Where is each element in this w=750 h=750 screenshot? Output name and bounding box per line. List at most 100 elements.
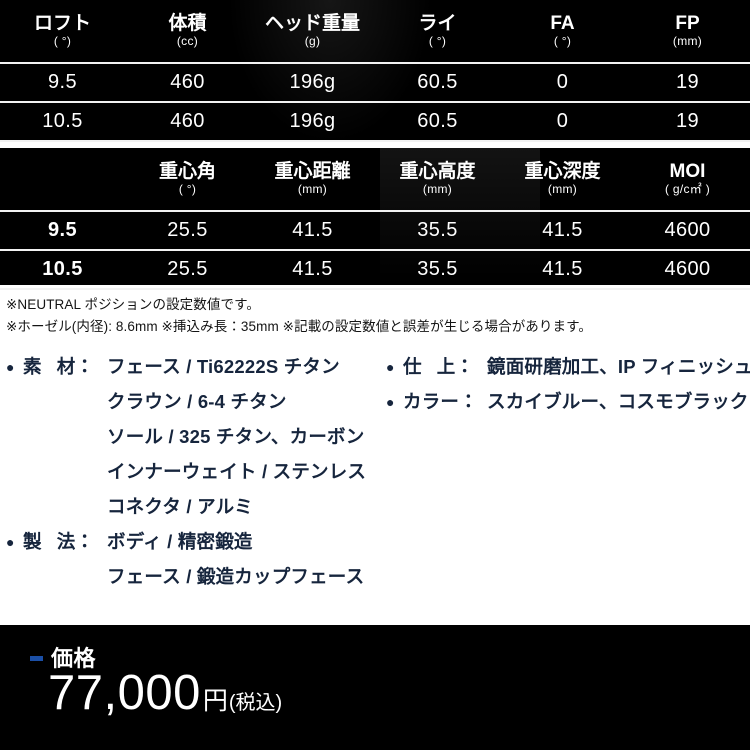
col-header-cg-angle-name: 重心角 [158, 161, 216, 183]
col-header-lie: ライ ( °) [375, 0, 500, 63]
table-header-row: 重心角 ( °) 重心距離 (mm) 重心高度 (mm) 重心深度 (mm) M… [0, 148, 750, 211]
spec-row-material: ● 素材： フェース / Ti62222S チタン [6, 350, 398, 385]
spec-label-material-char1: 素 [23, 355, 42, 377]
spec-table-2-head: 重心角 ( °) 重心距離 (mm) 重心高度 (mm) 重心深度 (mm) M… [0, 148, 750, 211]
col-header-moi: MOI ( g/c㎡ ) [625, 148, 750, 211]
spec-value-material-crown: クラウン / 6-4 チタン [107, 390, 287, 412]
spec-value-finish: 鏡面研磨加工、IP フィニッシュ [487, 355, 750, 377]
bullet-icon: ● [386, 358, 395, 375]
spec-value-construction-body: ボディ / 精密鍛造 [107, 530, 253, 552]
spec-table-1-body: 9.5 460 196g 60.5 0 19 10.5 460 196g 60.… [0, 63, 750, 141]
col-header-loft-unit: ( °) [53, 34, 72, 49]
bullet-icon: ● [386, 393, 395, 410]
spec-row-material-connector: コネクタ / アルミ [6, 490, 398, 525]
price-heading: 価格 [30, 641, 96, 673]
table-row: 9.5 460 196g 60.5 0 19 [0, 63, 750, 102]
cell-head-weight: 196g [289, 71, 336, 93]
spec-row-construction: ● 製法： ボディ / 精密鍛造 [6, 525, 398, 560]
spec-label-construction-sep: ： [75, 530, 95, 552]
cell-fp: 19 [675, 110, 700, 132]
col-header-blank [0, 148, 125, 211]
col-header-cg-distance-name: 重心距離 [274, 161, 351, 183]
spec-table-1-head: ロフト ( °) 体積 (cc) ヘッド重量 (g) ライ ( °) FA [0, 0, 750, 63]
spec-table-2-body: 9.5 25.5 41.5 35.5 41.5 4600 10.5 25.5 4… [0, 211, 750, 289]
cell-volume: 460 [170, 110, 205, 132]
spec-label-material-char2: 材 [56, 355, 76, 377]
spec-value-construction-face: フェース / 鍛造カップフェース [107, 565, 365, 587]
spec-value-material-inner-weight: インナーウェイト / ステンレス [107, 460, 367, 482]
spec-value-color: スカイブルー、コスモブラック [487, 390, 749, 412]
spec-label-finish: 仕上： [403, 350, 487, 384]
price-heading-label: 価格 [51, 646, 97, 671]
spec-label-color: カラー： [403, 385, 487, 419]
cell-fa: 0 [556, 71, 569, 93]
col-header-volume: 体積 (cc) [125, 0, 250, 63]
col-header-cg-height-unit: (mm) [422, 182, 453, 197]
price-currency: 円 [202, 687, 228, 715]
spec-label-finish-char2: 上 [436, 355, 456, 377]
col-header-fa-unit: ( °) [553, 34, 572, 49]
cell-moi: 4600 [664, 219, 711, 241]
spec-label-material: 素材： [23, 350, 107, 384]
spec-column-left: ● 素材： フェース / Ti62222S チタン クラウン / 6-4 チタン… [6, 350, 398, 595]
spec-row-color: ● カラー： スカイブルー、コスモブラック [386, 385, 750, 420]
cell-moi: 4600 [664, 258, 711, 280]
spec-label-finish-char1: 仕 [403, 355, 422, 377]
col-header-fp-unit: (mm) [672, 34, 703, 49]
col-header-fa-name: FA [550, 13, 575, 35]
cell-loft: 10.5 [42, 258, 83, 280]
price-band: 価格 77,000 円 (税込) [0, 625, 750, 750]
col-header-lie-name: ライ [418, 13, 457, 35]
table-row: 9.5 25.5 41.5 35.5 41.5 4600 [0, 211, 750, 250]
spec-label-construction-char1: 製 [23, 530, 42, 552]
table-header-row: ロフト ( °) 体積 (cc) ヘッド重量 (g) ライ ( °) FA [0, 0, 750, 63]
col-header-fp: FP (mm) [625, 0, 750, 63]
col-header-cg-distance: 重心距離 (mm) [250, 148, 375, 211]
spec-label-construction: 製法： [23, 525, 107, 559]
cell-loft: 10.5 [42, 110, 83, 132]
price-tax-note: (税込) [228, 692, 283, 714]
price-amount: 77,000 [48, 666, 201, 720]
table-row: 10.5 460 196g 60.5 0 19 [0, 102, 750, 141]
spec-table-1-container: ロフト ( °) 体積 (cc) ヘッド重量 (g) ライ ( °) FA [0, 0, 750, 142]
spec-value-material-face: フェース / Ti62222S チタン [107, 355, 340, 377]
spec-row-material-crown: クラウン / 6-4 チタン [6, 385, 398, 420]
spec-table-loft: ロフト ( °) 体積 (cc) ヘッド重量 (g) ライ ( °) FA [0, 0, 750, 142]
spec-label-construction-char2: 法 [56, 530, 76, 552]
spec-row-material-inner-weight: インナーウェイト / ステンレス [6, 455, 398, 490]
spec-label-color-sep: ： [459, 390, 478, 412]
bullet-icon: ● [6, 358, 15, 375]
bullet-icon: ● [6, 533, 15, 550]
cell-cg-distance: 41.5 [292, 258, 333, 280]
col-header-moi-unit: ( g/c㎡ ) [664, 182, 711, 197]
cell-loft: 9.5 [47, 71, 77, 93]
spec-label-color-text: カラー [403, 390, 460, 412]
cell-cg-angle: 25.5 [167, 219, 208, 241]
spec-row-finish: ● 仕上： 鏡面研磨加工、IP フィニッシュ [386, 350, 750, 385]
note-line-2: ※ホーゼル(内径): 8.6mm ※挿込み長：35mm ※記載の設定数値と誤差が… [6, 318, 592, 334]
spec-table-2-container: 重心角 ( °) 重心距離 (mm) 重心高度 (mm) 重心深度 (mm) M… [0, 148, 750, 289]
col-header-cg-angle: 重心角 ( °) [125, 148, 250, 211]
col-header-fa: FA ( °) [500, 0, 625, 63]
col-header-cg-depth-unit: (mm) [547, 182, 578, 197]
col-header-cg-height: 重心高度 (mm) [375, 148, 500, 211]
cell-head-weight: 196g [289, 110, 336, 132]
spec-notes: ※NEUTRAL ポジションの設定数値です。 ※ホーゼル(内径): 8.6mm … [0, 285, 750, 338]
col-header-cg-distance-unit: (mm) [297, 182, 328, 197]
cell-loft: 9.5 [47, 219, 77, 241]
material-spec-list: ● 素材： フェース / Ti62222S チタン クラウン / 6-4 チタン… [0, 350, 750, 605]
col-header-cg-height-name: 重心高度 [399, 161, 476, 183]
dash-icon [30, 656, 43, 661]
cell-fa: 0 [556, 110, 569, 132]
note-line-1: ※NEUTRAL ポジションの設定数値です。 [6, 297, 260, 312]
table-row: 10.5 25.5 41.5 35.5 41.5 4600 [0, 250, 750, 289]
col-header-fp-name: FP [675, 13, 700, 35]
spec-row-construction-face: フェース / 鍛造カップフェース [6, 560, 398, 595]
cell-cg-distance: 41.5 [292, 219, 333, 241]
cell-cg-height: 35.5 [417, 219, 458, 241]
col-header-cg-angle-unit: ( °) [178, 182, 197, 197]
col-header-cg-depth: 重心深度 (mm) [500, 148, 625, 211]
cell-cg-height: 35.5 [417, 258, 458, 280]
col-header-head-weight: ヘッド重量 (g) [250, 0, 375, 63]
spec-row-material-sole: ソール / 325 チタン、カーボン [6, 420, 398, 455]
